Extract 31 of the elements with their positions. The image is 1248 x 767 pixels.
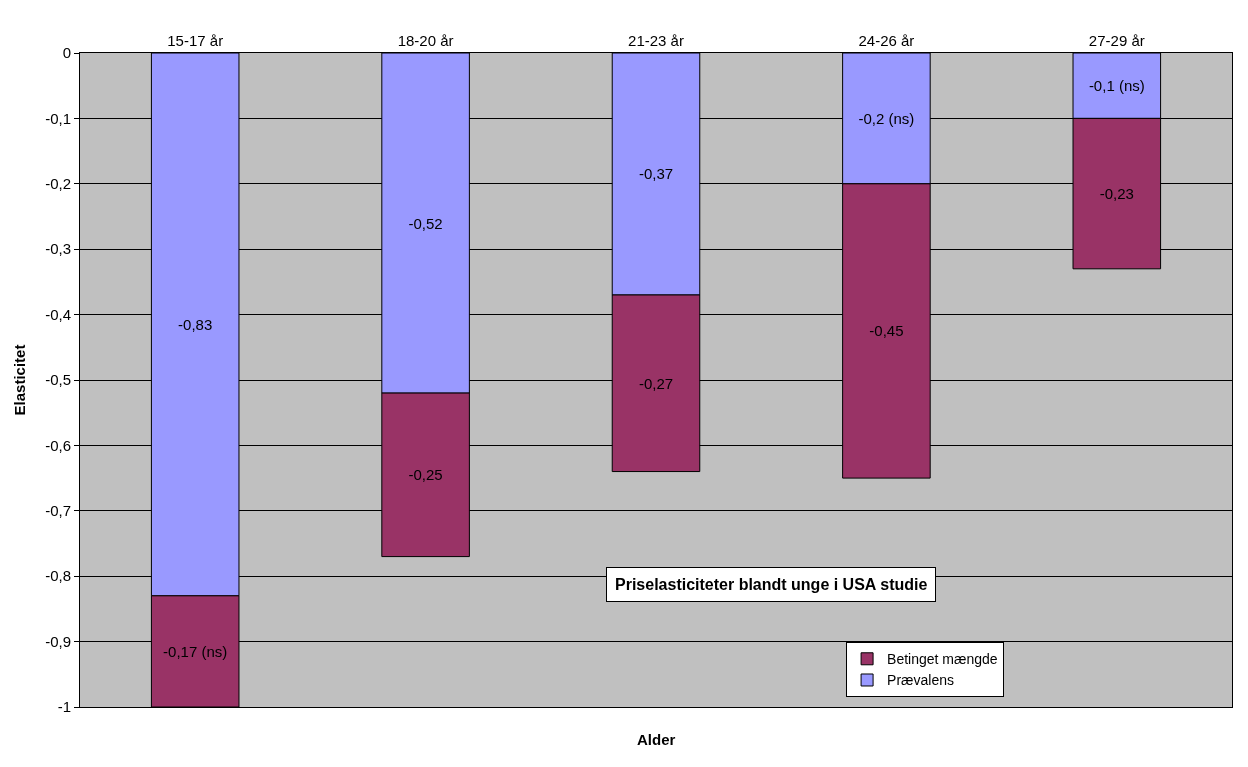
y-tick-label: -0,2 [45,175,71,193]
y-axis-title: Elasticitet [11,344,29,416]
y-tick-label: 0 [62,44,71,62]
x-tick-label: 15-17 år [167,32,224,49]
data-label: -0,1 (ns) [1088,77,1145,95]
data-label: -0,2 (ns) [858,109,915,127]
x-tick-label: 27-29 år [1088,32,1145,49]
data-label: -0,25 [408,466,443,484]
y-tick-label: -0,3 [45,240,71,258]
y-tick-label: -0,1 [45,109,71,127]
y-tick-label: -0,9 [45,632,71,650]
y-tick-label: -1 [57,698,71,716]
text: Priselasticiteter blandt unge i USA studie [615,576,928,593]
x-tick-label: 21-23 år [628,32,684,49]
data-label: -0,27 [638,374,674,392]
x-tick-label: 24-26 år [858,32,915,49]
data-label: -0,37 [638,165,674,183]
y-tick-label: -0,4 [45,305,71,323]
y-tick-label: -0,7 [45,502,71,520]
y-tick-label: -0,5 [45,371,71,389]
data-label: -0,52 [408,214,443,232]
x-tick-label: 18-20 år [397,32,454,49]
y-tick-label: -0,8 [45,567,71,585]
legend-label: Betinget mængde [887,651,998,668]
data-label: -0,17 (ns) [163,642,228,660]
data-label: -0,83 [178,315,213,333]
data-label: -0,45 [869,322,904,340]
y-tick-label: -0,6 [45,436,71,454]
legend-label: Prævalens [887,672,954,689]
data-label: -0,23 [1099,185,1134,203]
x-axis-title: Alder [637,731,676,748]
